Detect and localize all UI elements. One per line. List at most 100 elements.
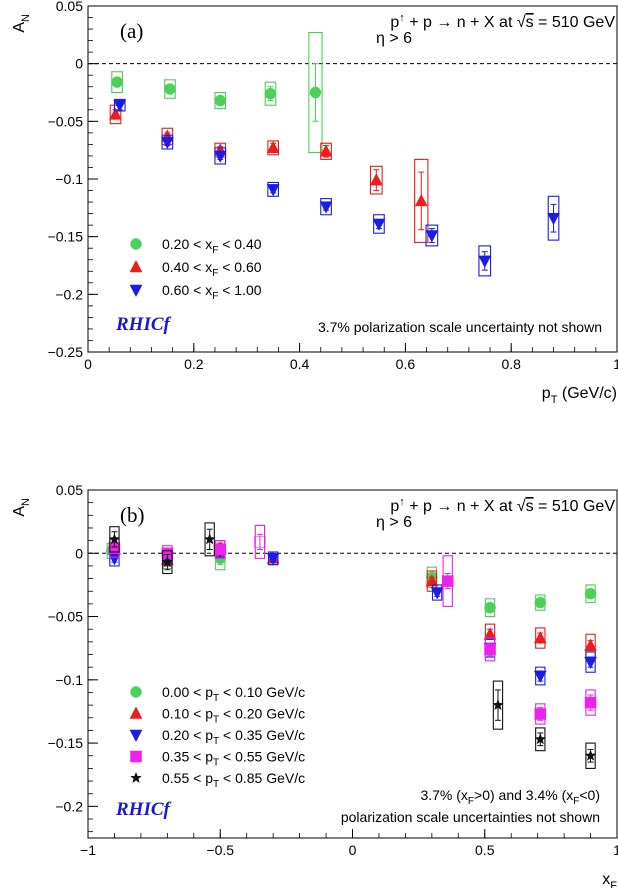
series-black: [108, 522, 597, 769]
chart-note: 3.7% polarization scale uncertainty not …: [318, 319, 602, 335]
data-point: [254, 536, 266, 548]
y-tick-label: 0: [75, 545, 83, 561]
sys-box: [308, 31, 323, 154]
legend-label: 0.00 < pT < 0.10 GeV/c: [162, 684, 305, 704]
chart-subtitle: η > 6: [376, 30, 412, 47]
legend-marker: [129, 729, 143, 743]
x-tick-label: 0.2: [184, 356, 204, 372]
y-axis-label: AN: [11, 498, 32, 517]
legend-marker: [130, 750, 142, 763]
data-point: [113, 99, 127, 113]
y-tick-label: −0.2: [55, 286, 83, 302]
sys-box: [369, 165, 383, 195]
legend-label: 0.20 < pT < 0.35 GeV/c: [162, 727, 305, 747]
y-tick-label: −0.15: [48, 229, 84, 245]
data-point: [161, 555, 174, 568]
sys-box: [414, 158, 429, 243]
panel-tag: (b): [120, 503, 145, 527]
data-point: [533, 631, 547, 644]
y-tick-label: −0.2: [55, 798, 83, 814]
x-tick-label: 0: [84, 356, 92, 372]
x-tick-label: 0: [349, 842, 357, 858]
y-axis-label: AN: [11, 14, 32, 33]
data-point: [441, 575, 454, 587]
legend-label: 0.40 < xF < 0.60: [162, 259, 262, 279]
x-tick-label: 0.5: [475, 842, 495, 858]
y-tick-label: −0.15: [48, 735, 84, 751]
data-point: [533, 670, 547, 684]
panel-b: −1 −0.5 0 0.5 1 0.05 0 −0.05 −0.1 −0.15 −0.2 AN xF (b…: [11, 482, 618, 888]
brand-logo: RHICf: [115, 799, 172, 820]
data-point: [319, 201, 333, 214]
panel-tag: (a): [120, 19, 143, 43]
legend-marker: [130, 686, 142, 698]
y-tick-label: 0: [75, 56, 83, 72]
data-point: [266, 184, 280, 197]
y-tick-label: −0.1: [55, 672, 83, 688]
legend-marker: [130, 238, 142, 250]
sys-box: [547, 195, 560, 241]
data-point: [425, 230, 439, 243]
sys-box: [162, 550, 173, 575]
x-tick-label: 1: [613, 356, 618, 372]
sys-box: [373, 214, 385, 234]
chart-note-line2: polarization scale uncertainties not sho…: [341, 809, 600, 825]
data-point: [160, 136, 174, 150]
data-point: [164, 83, 176, 95]
y-tick-label: −0.05: [48, 113, 84, 129]
data-point: [534, 596, 547, 609]
sys-box: [431, 584, 443, 601]
sys-box: [109, 104, 122, 125]
data-point: [534, 708, 547, 720]
sys-box: [426, 570, 438, 592]
brand-logo: RHICf: [115, 314, 172, 335]
data-point: [213, 150, 227, 163]
data-point: [478, 255, 492, 268]
legend-marker: [130, 771, 142, 784]
legend-label: 0.20 < xF < 0.40: [162, 236, 262, 256]
data-point: [484, 643, 496, 656]
x-tick-label: −0.5: [206, 842, 234, 858]
y-tick-label: 0.05: [56, 482, 83, 498]
sys-box: [320, 198, 332, 216]
x-tick-label: 0.8: [501, 356, 521, 372]
series-green: [111, 31, 323, 154]
legend-marker: [129, 259, 143, 273]
legend-label: 0.10 < pT < 0.20 GeV/c: [162, 706, 305, 726]
sys-box: [535, 627, 546, 649]
sys-box: [254, 524, 266, 559]
legend-marker: [129, 284, 143, 298]
y-tick-label: −0.1: [55, 171, 83, 187]
sys-box: [214, 147, 227, 165]
data-point: [484, 601, 496, 614]
chart-subtitle: η > 6: [376, 514, 412, 531]
data-point: [266, 553, 280, 566]
data-point: [547, 212, 560, 226]
sys-box: [478, 245, 492, 277]
data-point: [584, 696, 597, 709]
data-point: [584, 588, 597, 600]
data-point: [414, 193, 428, 207]
series-magenta: [108, 524, 597, 725]
data-point: [108, 533, 121, 545]
y-tick-label: −0.25: [48, 344, 84, 360]
sys-box: [535, 666, 546, 686]
x-tick-label: 0.6: [396, 356, 416, 372]
data-point: [534, 733, 547, 745]
panel-a: 0 0.2 0.4 0.6 0.8 1 0.05 0 −0.05 −0.1 −0.15 −0.2 −0.…: [11, 0, 618, 406]
sys-box: [425, 224, 439, 247]
y-tick-label: −0.05: [48, 609, 84, 625]
x-axis-label: pT (GeV/c): [542, 385, 617, 406]
data-point: [425, 574, 439, 587]
legend-marker: [129, 706, 143, 719]
x-tick-label: 1: [613, 842, 618, 858]
sys-box: [204, 522, 215, 557]
sys-box: [585, 651, 596, 673]
sys-box: [492, 680, 504, 730]
sys-box: [585, 742, 596, 769]
data-point: [266, 140, 280, 154]
x-axis-label: xF: [602, 871, 617, 888]
data-point: [111, 76, 123, 88]
legend-label: 0.55 < pT < 0.85 GeV/c: [162, 770, 305, 790]
